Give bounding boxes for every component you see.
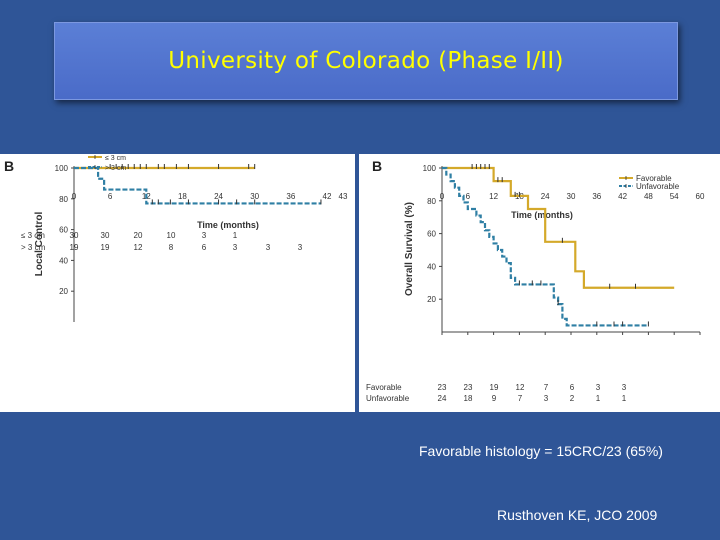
at-risk-value: 3 — [544, 394, 549, 403]
at-risk-value: 3 — [233, 243, 238, 252]
x-tick-label: 30 — [567, 192, 576, 201]
series-line-1 — [74, 166, 321, 205]
at-risk-value: 3 — [596, 383, 601, 392]
at-risk-value: 3 — [298, 243, 303, 252]
at-risk-value: 3 — [622, 383, 627, 392]
y-tick-label: 40 — [59, 256, 68, 265]
y-tick-label: 80 — [427, 197, 436, 206]
x-axis-label: Time (months) — [511, 210, 573, 220]
at-risk-value: 19 — [101, 243, 110, 252]
at-risk-value: 18 — [464, 394, 473, 403]
x-tick-label: 24 — [541, 192, 550, 201]
x-tick-label: 43 — [339, 192, 348, 201]
at-risk-value: 3 — [266, 243, 271, 252]
at-risk-value: 24 — [438, 394, 447, 403]
x-tick-label: 42 — [323, 192, 332, 201]
at-risk-value: 1 — [596, 394, 601, 403]
x-tick-label: 24 — [214, 192, 223, 201]
legend-label: Unfavorable — [636, 182, 680, 191]
at-risk-value: 1 — [622, 394, 627, 403]
x-axis-label: Time (months) — [197, 220, 259, 230]
y-tick-label: 20 — [59, 287, 68, 296]
at-risk-value: 10 — [167, 231, 176, 240]
at-risk-value: 23 — [438, 383, 447, 392]
y-tick-label: 40 — [427, 262, 436, 271]
at-risk-value: 30 — [101, 231, 110, 240]
panel-label: B — [4, 158, 14, 174]
y-tick-label: 60 — [427, 230, 436, 239]
series-line-0 — [442, 166, 675, 289]
at-risk-value: 7 — [518, 394, 523, 403]
at-risk-value: 8 — [169, 243, 174, 252]
at-risk-value: 9 — [492, 394, 497, 403]
chart-panel-local-control: B 20 40 60 80 100 0 6 12 18 24 30 36 42 43 Time (months… — [0, 154, 355, 412]
at-risk-value: 19 — [70, 243, 79, 252]
y-tick-label: 100 — [55, 164, 69, 173]
at-risk-row-label: > 3 cm — [21, 243, 46, 252]
legend-label: > 3 cm — [105, 165, 126, 172]
citation-caption: Rusthoven KE, JCO 2009 — [497, 507, 658, 523]
at-risk-row-label: Unfavorable — [366, 394, 410, 403]
y-axis-label: Local Control — [34, 212, 45, 277]
x-tick-label: 36 — [592, 192, 601, 201]
at-risk-value: 30 — [70, 231, 79, 240]
at-risk-value: 3 — [202, 231, 207, 240]
panel-label: B — [372, 158, 382, 174]
chart-panel-overall-survival: B 20 40 60 80 100 0 6 12 18 24 30 36 42 48 54 60 Time (mo… — [359, 154, 720, 412]
at-risk-value: 1 — [233, 231, 238, 240]
y-tick-label: 100 — [423, 164, 437, 173]
at-risk-value: 19 — [490, 383, 499, 392]
x-tick-label: 6 — [108, 192, 113, 201]
x-tick-label: 30 — [250, 192, 259, 201]
y-tick-label: 80 — [59, 195, 68, 204]
at-risk-value: 20 — [134, 231, 143, 240]
at-risk-value: 12 — [516, 383, 525, 392]
at-risk-value: 6 — [570, 383, 575, 392]
x-tick-label: 12 — [489, 192, 498, 201]
y-axis-label: Overall Survival (%) — [404, 202, 415, 296]
x-tick-label: 18 — [178, 192, 187, 201]
at-risk-value: 23 — [464, 383, 473, 392]
x-tick-label: 36 — [286, 192, 295, 201]
at-risk-value: 2 — [570, 394, 575, 403]
at-risk-row-label: Favorable — [366, 383, 402, 392]
x-tick-label: 0 — [72, 192, 77, 201]
series-line-1 — [442, 166, 649, 327]
x-tick-label: 48 — [644, 192, 653, 201]
at-risk-value: 6 — [202, 243, 207, 252]
x-tick-label: 42 — [618, 192, 627, 201]
x-tick-label: 60 — [696, 192, 705, 201]
x-tick-label: 6 — [466, 192, 471, 201]
y-tick-label: 20 — [427, 295, 436, 304]
x-tick-label: 0 — [440, 192, 445, 201]
at-risk-row-label: ≤ 3 cm — [21, 231, 45, 240]
legend-label: ≤ 3 cm — [105, 155, 126, 162]
legend-label: Favorable — [636, 174, 672, 183]
y-tick-label: 60 — [59, 226, 68, 235]
at-risk-value: 7 — [544, 383, 549, 392]
at-risk-value: 12 — [134, 243, 143, 252]
histology-caption: Favorable histology = 15CRC/23 (65%) — [419, 443, 663, 459]
title-banner: University of Colorado (Phase I/II) — [54, 22, 678, 100]
slide-title: University of Colorado (Phase I/II) — [168, 48, 564, 74]
x-tick-label: 54 — [670, 192, 679, 201]
